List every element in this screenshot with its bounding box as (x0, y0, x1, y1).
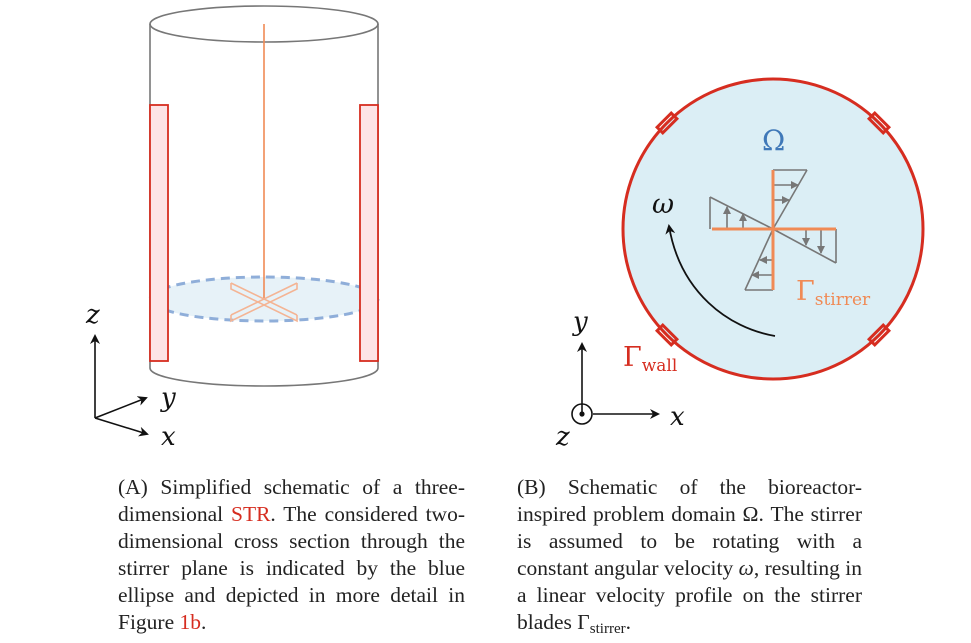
caption-a-text-2: . The considered two-dimensional cross s… (118, 502, 465, 634)
caption-a-figure-ref[interactable]: 1b (179, 610, 202, 634)
caption-panel-b: (B) Schematic of the bioreactor-inspired… (517, 474, 862, 643)
x-axis-arrow (94, 417, 149, 437)
stirrer-blades (712, 170, 836, 290)
caption-b-text-3: . (625, 610, 632, 634)
caption-b-subscript: stirrer (589, 620, 626, 637)
figure-canvas: z y x (85, 5, 925, 452)
caption-b-label: (B) (517, 475, 546, 499)
panel-b-domain-schematic: Ω ω Γstirrer Γwall y x z (555, 77, 925, 452)
caption-panel-a: (A) Simplified schematic of a three-dime… (118, 474, 465, 636)
caption-b-text-2: , resulting in a linear velocity profile… (517, 556, 863, 634)
baffle-bottom-left (654, 322, 680, 348)
b-y-axis-label: y (572, 307, 588, 337)
b-z-axis-label: z (555, 422, 570, 452)
caption-b-omega: ω (738, 556, 754, 580)
velocity-envelope-right (772, 228, 837, 264)
cylinder-bottom-rim (149, 367, 379, 387)
gamma-wall-symbol: Γ (623, 342, 642, 373)
impeller-blades (230, 282, 298, 323)
baffle-bottom-right (866, 322, 892, 348)
left-baffle (149, 104, 169, 362)
gamma-wall-subscript: wall (642, 356, 678, 376)
baffle-top-left (654, 110, 680, 136)
panel-a-cylinder-schematic: z y x (85, 5, 380, 452)
b-z-axis-out-of-plane (571, 403, 593, 425)
right-baffle (359, 104, 379, 362)
z-axis-label: z (85, 300, 100, 330)
rotation-arrow (665, 224, 776, 337)
velocity-profile (709, 169, 837, 291)
baffle-top-right (866, 110, 892, 136)
gamma-wall-label: Γwall (623, 342, 677, 376)
y-axis-arrow (94, 396, 148, 419)
y-axis-label: y (160, 383, 176, 413)
gamma-stirrer-label: Γstirrer (796, 276, 871, 310)
angular-velocity-label: ω (652, 189, 674, 220)
caption-a-label: (A) (118, 475, 148, 499)
gamma-stirrer-subscript: stirrer (815, 290, 871, 310)
caption-a-text-3: . (201, 610, 207, 634)
gamma-stirrer-symbol: Γ (796, 276, 815, 307)
b-x-axis-label: x (670, 402, 685, 432)
caption-a-text-1: Simplified schematic of a three-dimensio… (118, 475, 465, 526)
caption-b-text-1: Schematic of the bioreactor-inspired pro… (517, 475, 862, 580)
x-axis-label: x (161, 422, 176, 452)
wall-baffles (654, 110, 892, 348)
caption-a-str-link[interactable]: STR (230, 502, 271, 526)
domain-omega-label: Ω (762, 124, 785, 157)
velocity-envelope-top (772, 169, 808, 230)
